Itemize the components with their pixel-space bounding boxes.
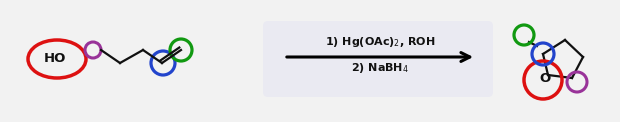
Text: 1) Hg(OAc)$_2$, ROH: 1) Hg(OAc)$_2$, ROH xyxy=(325,35,435,49)
Text: O: O xyxy=(539,72,551,86)
Text: 2) NaBH$_4$: 2) NaBH$_4$ xyxy=(351,61,409,75)
FancyBboxPatch shape xyxy=(263,21,493,97)
Text: HO: HO xyxy=(44,51,66,65)
